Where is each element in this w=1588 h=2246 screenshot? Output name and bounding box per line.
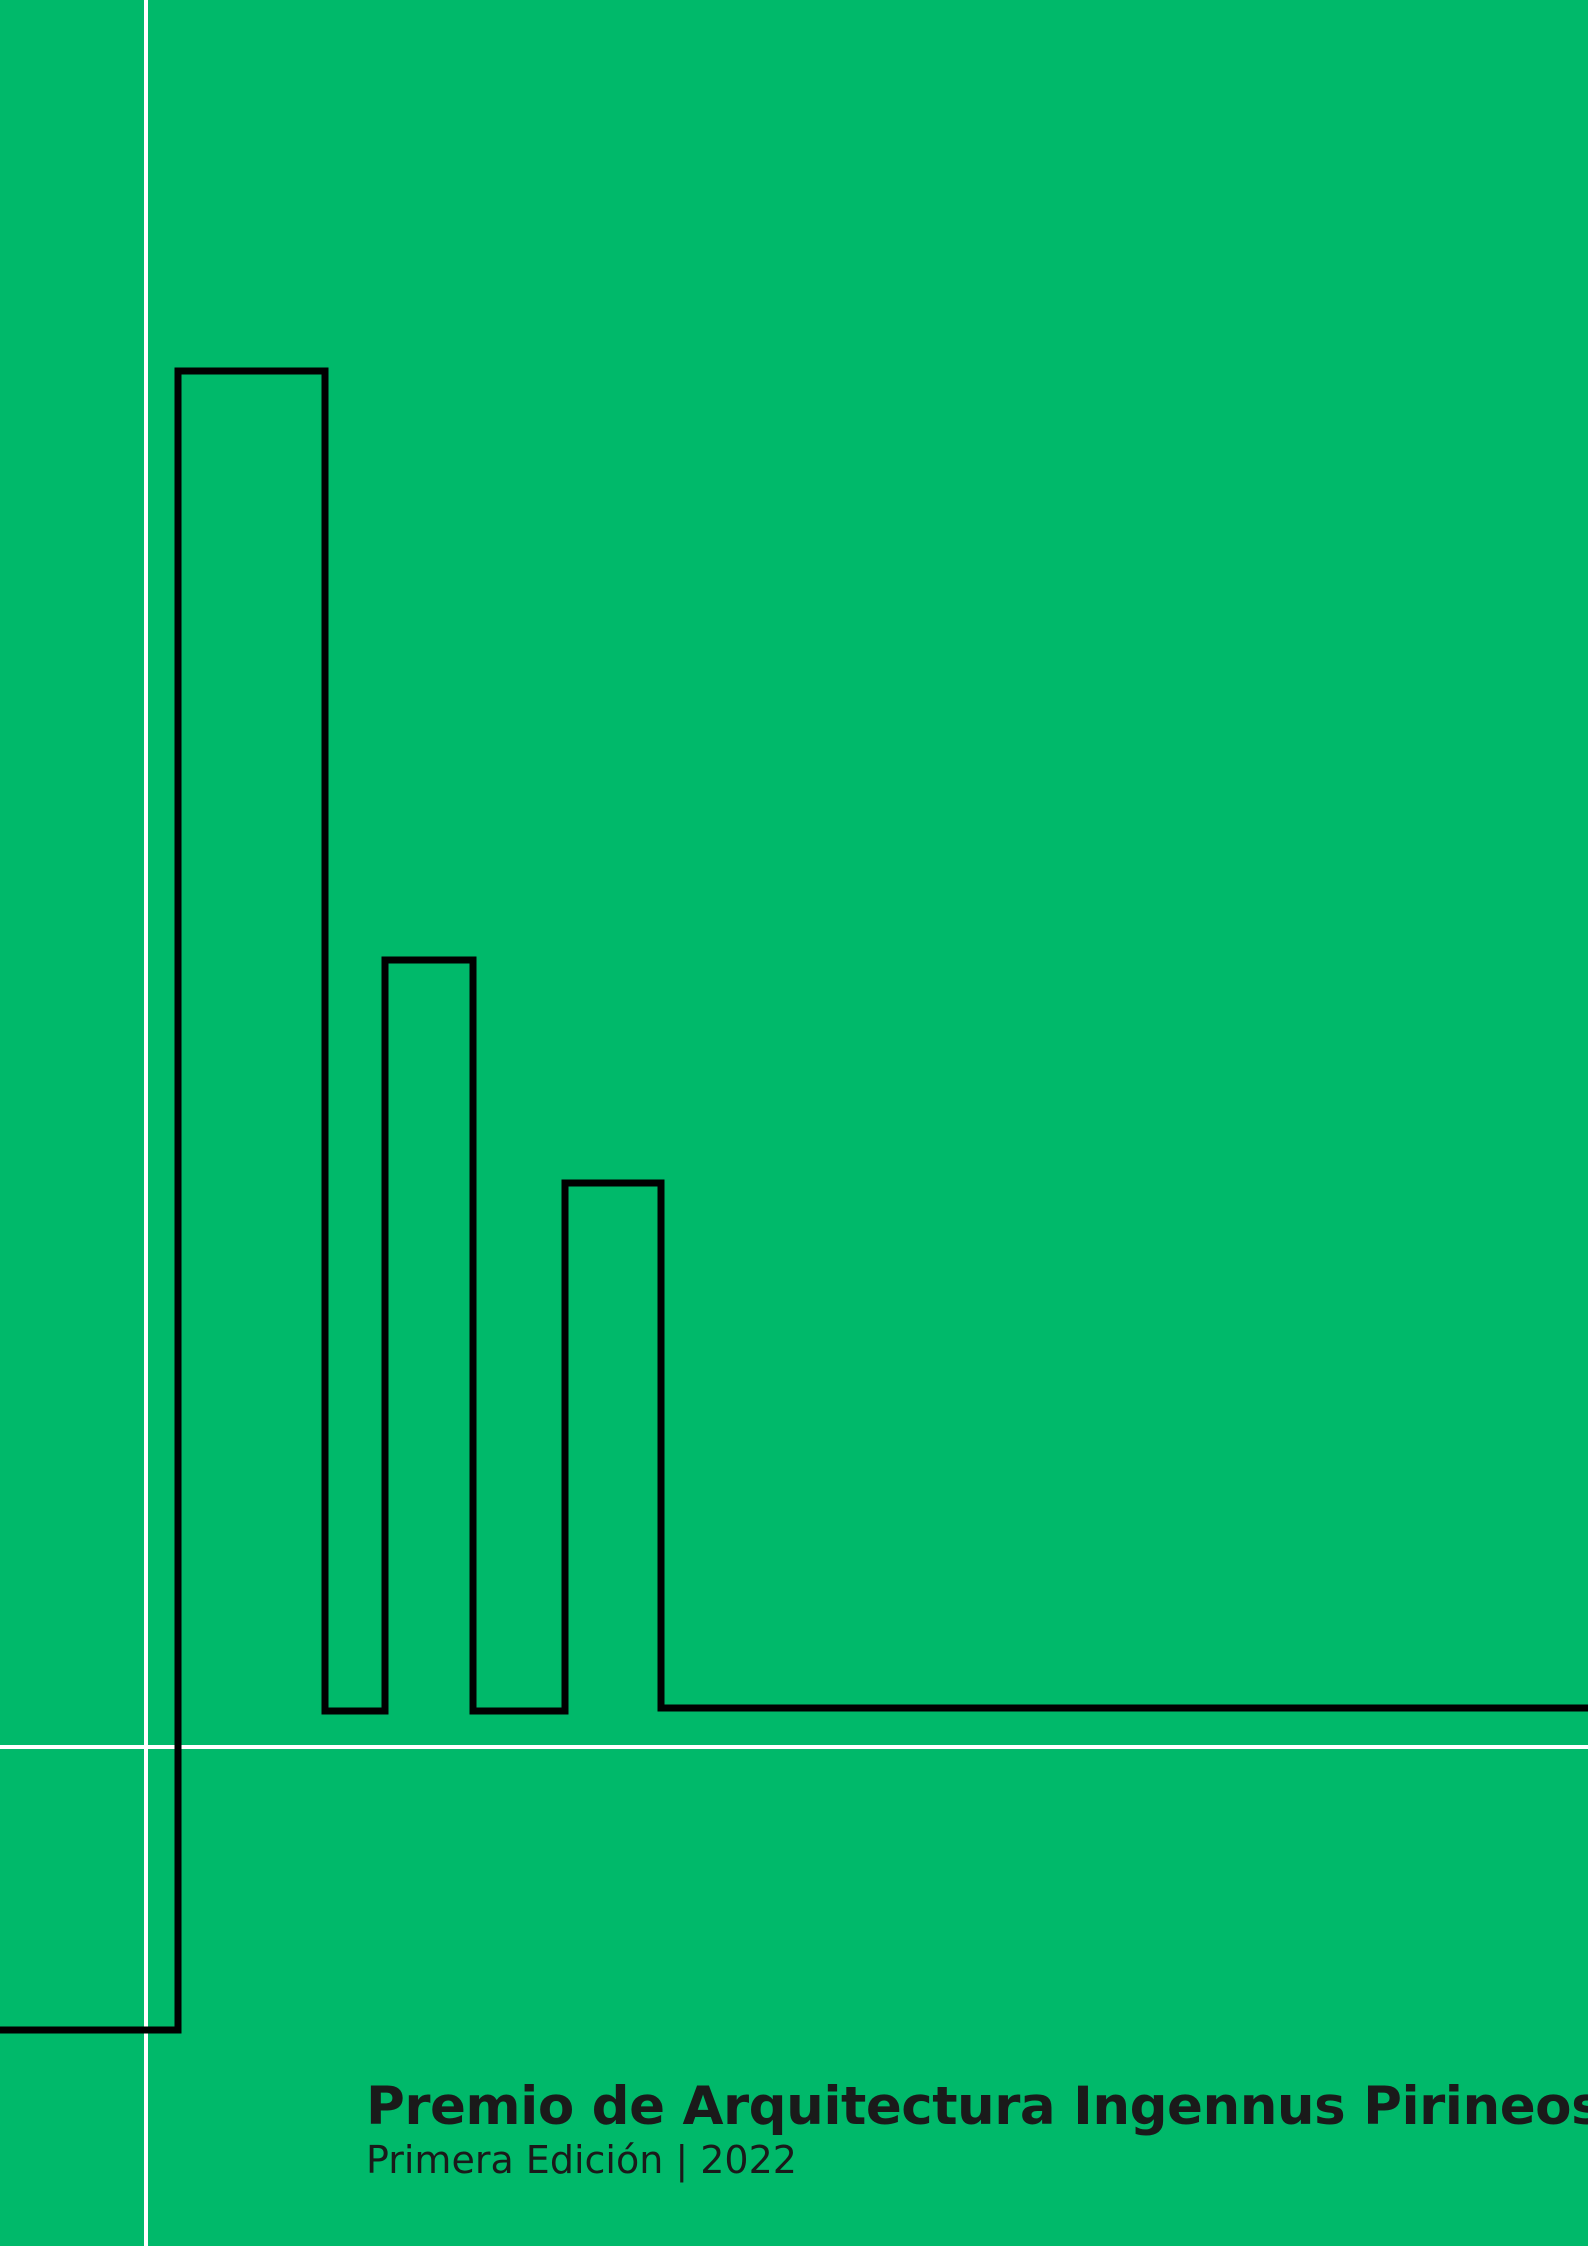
vertical-guide-line <box>144 0 148 2246</box>
skyline-outline-path <box>0 367 1588 2034</box>
cover-title: Premio de Arquitectura Ingennus Pirineos <box>366 2076 1588 2137</box>
horizontal-guide-line <box>0 1745 1588 1749</box>
title-block: Premio de Arquitectura Ingennus Pirineos… <box>366 2076 1588 2184</box>
cover-subtitle: Primera Edición | 2022 <box>366 2138 797 2183</box>
